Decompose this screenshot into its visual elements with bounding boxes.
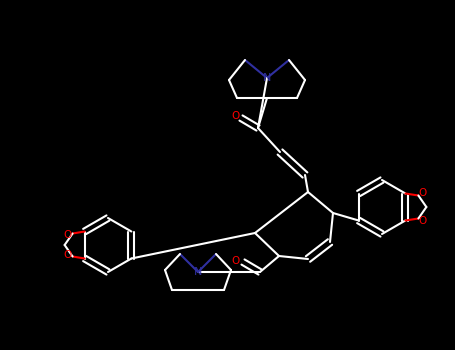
Text: O: O bbox=[231, 111, 239, 121]
Text: O: O bbox=[418, 216, 426, 225]
Text: O: O bbox=[418, 189, 426, 198]
Text: O: O bbox=[64, 230, 72, 239]
Text: O: O bbox=[64, 251, 72, 260]
Text: N: N bbox=[263, 73, 271, 83]
Text: O: O bbox=[232, 256, 240, 266]
Text: N: N bbox=[194, 267, 202, 277]
